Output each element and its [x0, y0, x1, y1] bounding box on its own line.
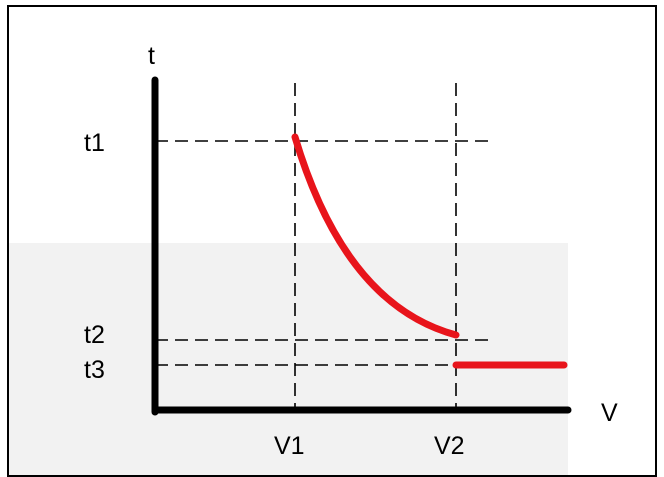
y-axis-label: t — [148, 42, 155, 70]
t3-label: t3 — [84, 356, 105, 384]
t2-label: t2 — [84, 321, 105, 349]
t1-label: t1 — [84, 129, 105, 157]
v1-label: V1 — [274, 432, 305, 460]
v2-label: V2 — [434, 432, 465, 460]
x-axis-label: V — [601, 399, 618, 427]
